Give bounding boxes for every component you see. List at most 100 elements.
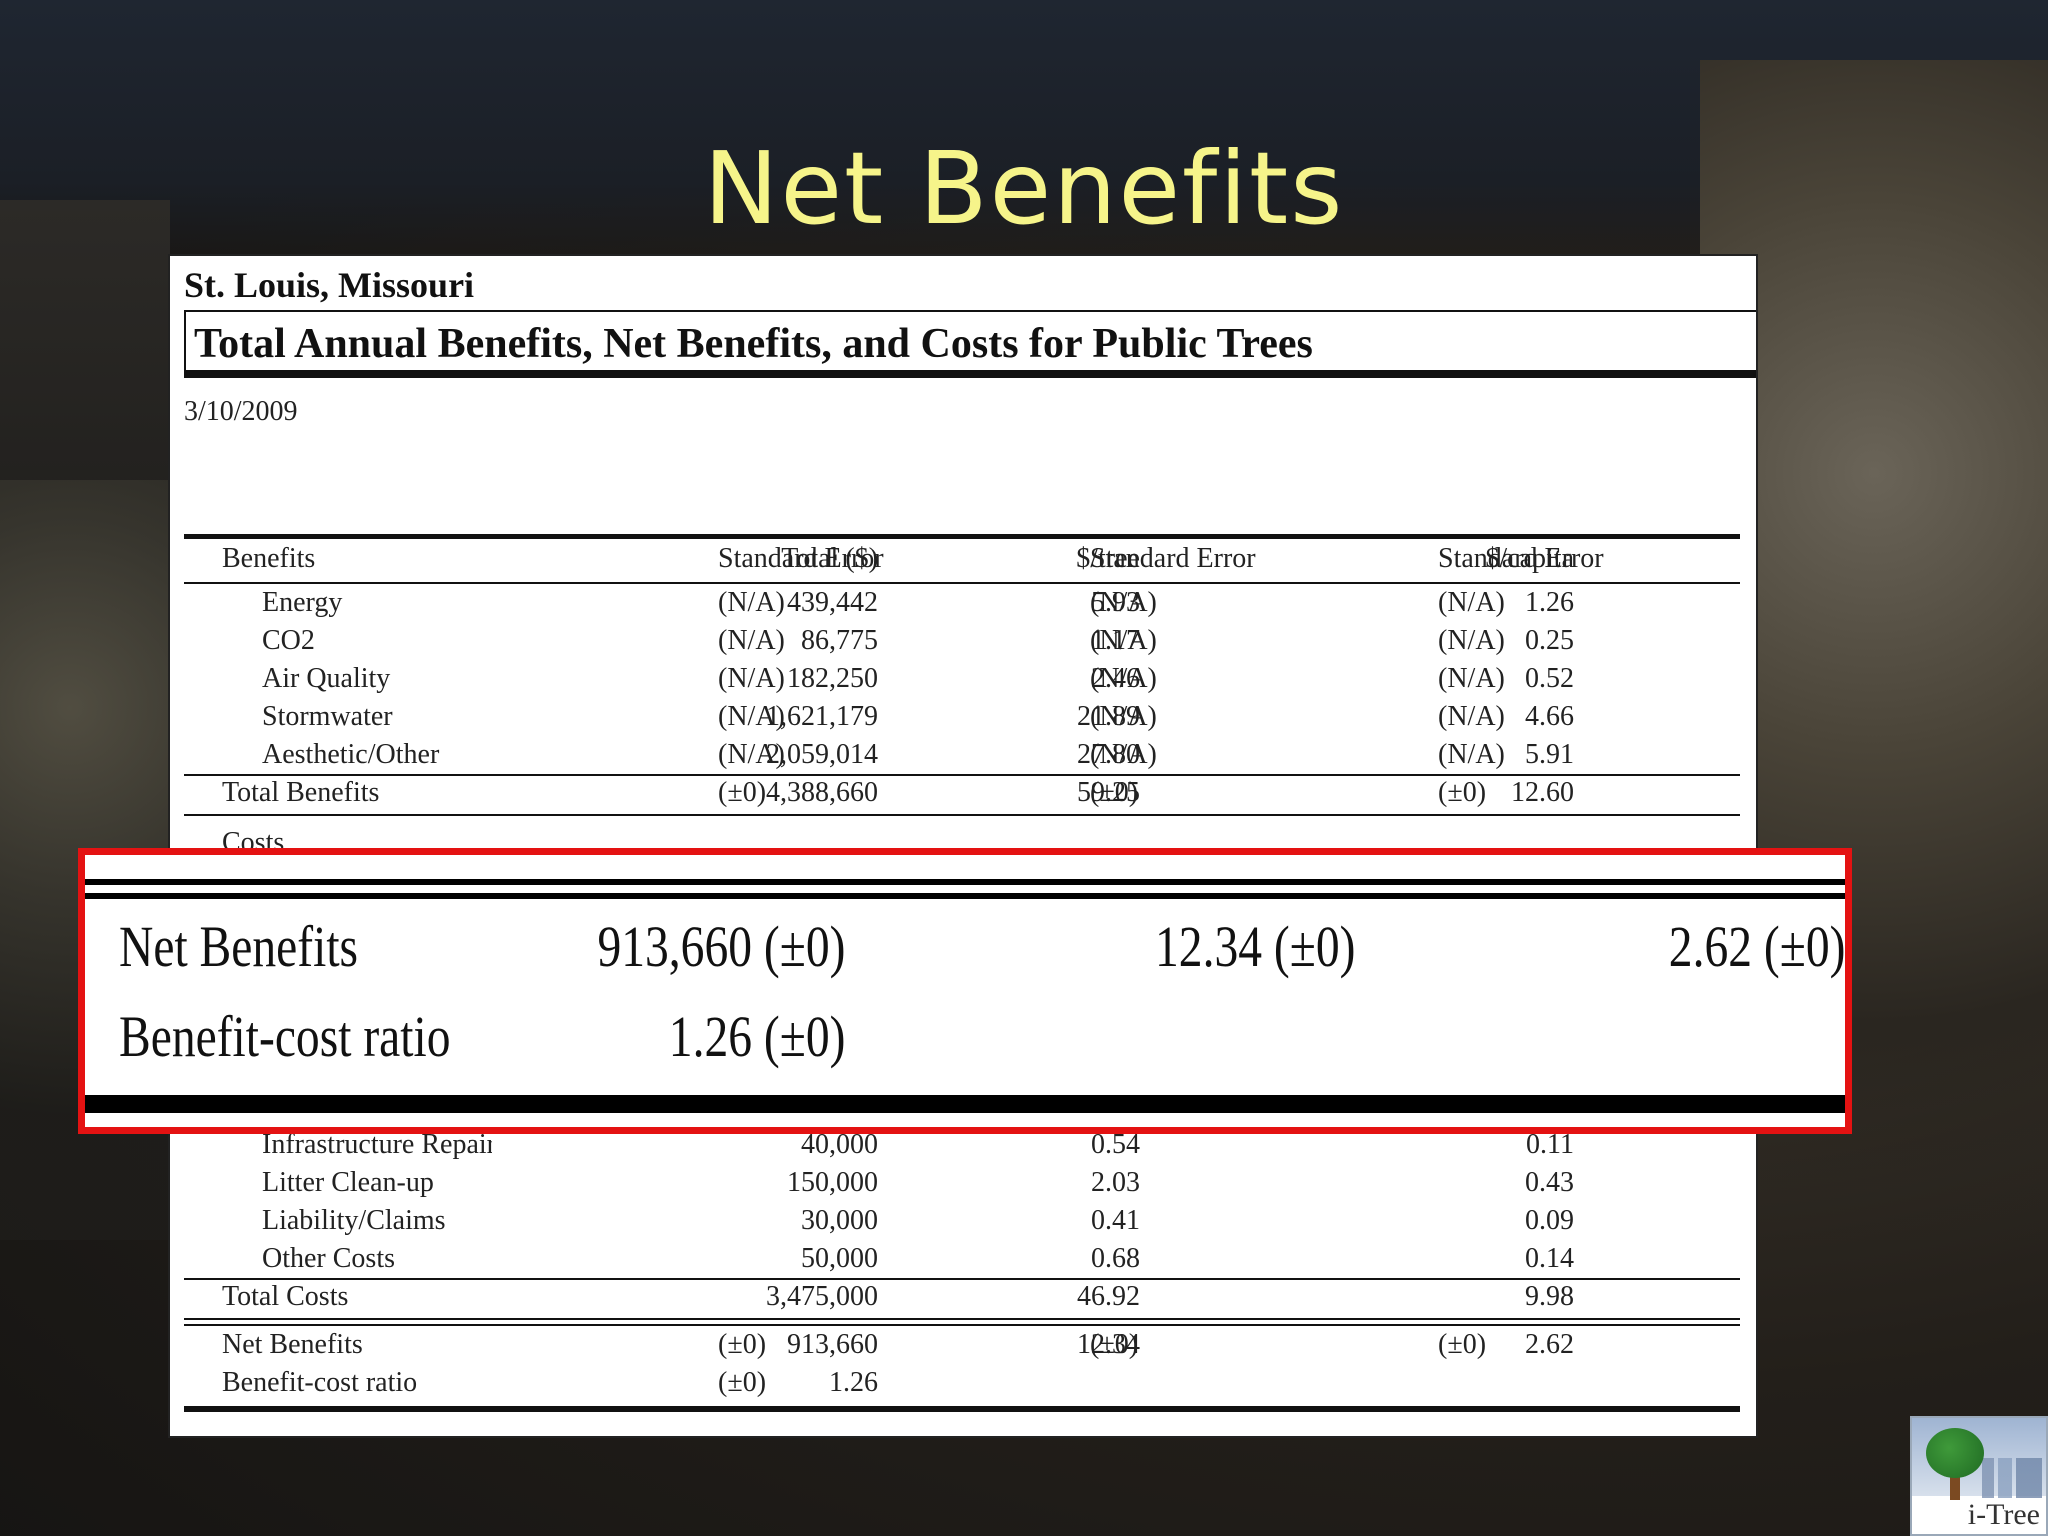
row-se3: (N/A)	[1438, 739, 1505, 770]
report-title: Total Annual Benefits, Net Benefits, and…	[194, 321, 1313, 367]
row-tree: 1.17	[1091, 625, 1140, 656]
zoom-net-tree: 12.34 (±0)	[1154, 914, 1355, 979]
row-se1: (±0)	[718, 777, 767, 808]
row-capita: 9.98	[1525, 1281, 1574, 1312]
tree-icon	[1926, 1428, 1984, 1478]
header-per-capita: $/capita	[1485, 543, 1574, 574]
zoom-net-capita: 2.62 (±0)	[1668, 914, 1845, 979]
row-se3: (±0)	[1438, 1329, 1487, 1360]
row-se1: (N/A)	[718, 701, 785, 732]
report-city: St. Louis, Missouri	[184, 265, 475, 305]
row-total: 182,250	[787, 663, 878, 694]
row-se2: (N/A)	[1090, 587, 1157, 618]
row-tree: 2.46	[1091, 663, 1140, 694]
row-label: Aesthetic/Other	[262, 739, 440, 770]
row-tree: 21.89	[1077, 701, 1140, 732]
row-total: 3,475,000	[766, 1281, 878, 1312]
logo-trunk	[1950, 1472, 1960, 1500]
row-total: 40,000	[801, 1129, 878, 1160]
total-costs-top-rule	[184, 1278, 1740, 1280]
row-label: CO2	[262, 625, 315, 656]
row-tree: 0.41	[1091, 1205, 1140, 1236]
zoom-net-total: 913,660 (±0)	[596, 914, 845, 979]
row-total: 913,660	[787, 1329, 878, 1360]
row-total: 2,059,014	[766, 739, 878, 770]
row-se2: (N/A)	[1090, 663, 1157, 694]
row-tree: 0.54	[1091, 1129, 1140, 1160]
row-total: 439,442	[787, 587, 878, 618]
header-per-tree: $/tree	[1076, 543, 1140, 574]
row-total: 1,621,179	[766, 701, 878, 732]
row-tree: 27.80	[1077, 739, 1140, 770]
row-se1: (N/A)	[718, 663, 785, 694]
row-se1: (±0)	[718, 1367, 767, 1398]
row-se1: (N/A)	[718, 625, 785, 656]
zoom-rule-top-1	[85, 879, 1845, 885]
row-total: 50,000	[801, 1243, 878, 1274]
row-tree: 2.03	[1091, 1167, 1140, 1198]
row-capita: 1.26	[1525, 587, 1574, 618]
header-total: Total ($)	[781, 543, 878, 574]
row-total: 86,775	[801, 625, 878, 656]
table-bottom-rule	[184, 1406, 1740, 1412]
row-capita: 2.62	[1525, 1329, 1574, 1360]
header-se2: Standard Error	[1090, 543, 1256, 574]
row-capita: 0.25	[1525, 625, 1574, 656]
row-capita: 0.11	[1526, 1129, 1574, 1160]
report-date: 3/10/2009	[184, 396, 298, 427]
net-top-rule-1	[184, 1318, 1740, 1320]
row-tree: 12.34	[1077, 1329, 1140, 1360]
report-panel: St. Louis, Missouri Total Annual Benefit…	[168, 254, 1758, 1438]
row-se2: (±0)	[1090, 777, 1139, 808]
row-tree: 46.92	[1077, 1281, 1140, 1312]
row-se3: (N/A)	[1438, 701, 1505, 732]
row-capita: 12.60	[1511, 777, 1574, 808]
row-label: Stormwater	[262, 701, 393, 732]
zoom-net-label: Net Benefits	[119, 914, 359, 979]
row-total: 150,000	[787, 1167, 878, 1198]
total-benefits-top-rule	[184, 774, 1740, 776]
logo-text: i-Tree	[1967, 1498, 2040, 1531]
row-se2: (N/A)	[1090, 701, 1157, 732]
zoom-rule-bottom	[85, 1095, 1845, 1113]
row-se3: (N/A)	[1438, 587, 1505, 618]
header-se3: Standard Error	[1438, 543, 1604, 574]
net-top-rule-2	[184, 1324, 1740, 1326]
slide-title: Net Benefits	[703, 130, 1345, 247]
row-se3: (±0)	[1438, 777, 1487, 808]
table-top-rule	[184, 534, 1740, 539]
zoom-callout: Net Benefits 913,660 (±0) 12.34 (±0) 2.6…	[78, 848, 1852, 1134]
row-total: 30,000	[801, 1205, 878, 1236]
row-label: Infrastructure Repair	[262, 1129, 492, 1160]
row-capita: 0.14	[1525, 1243, 1574, 1274]
row-se1: (N/A)	[718, 587, 785, 618]
itree-logo: i-Tree	[1910, 1416, 2048, 1536]
row-se2: (±0)	[1090, 1329, 1139, 1360]
header-se1: Standard Error	[718, 543, 884, 574]
row-se2: (N/A)	[1090, 625, 1157, 656]
row-label: Liability/Claims	[262, 1205, 446, 1236]
row-capita: 0.52	[1525, 663, 1574, 694]
row-label: Energy	[262, 587, 343, 618]
row-capita: 0.09	[1525, 1205, 1574, 1236]
row-label: Litter Clean-up	[262, 1167, 434, 1198]
row-label: Other Costs	[262, 1243, 395, 1274]
total-benefits-bottom-rule	[184, 814, 1740, 816]
row-se3: (N/A)	[1438, 625, 1505, 656]
logo-skyline	[1982, 1458, 2042, 1498]
row-total: 1.26	[829, 1367, 878, 1398]
row-se3: (N/A)	[1438, 663, 1505, 694]
header-bottom-rule	[184, 582, 1740, 584]
row-total: 4,388,660	[766, 777, 878, 808]
row-tree: 5.93	[1091, 587, 1140, 618]
zoom-bcr-value: 1.26 (±0)	[668, 1004, 845, 1069]
report-title-box: Total Annual Benefits, Net Benefits, and…	[184, 310, 1756, 378]
zoom-rule-top-2	[85, 893, 1845, 899]
row-label: Air Quality	[262, 663, 391, 694]
row-capita: 5.91	[1525, 739, 1574, 770]
row-capita: 0.43	[1525, 1167, 1574, 1198]
header-benefits: Benefits	[222, 543, 316, 574]
row-label: Total Costs	[222, 1281, 349, 1312]
row-se1: (±0)	[718, 1329, 767, 1360]
zoom-bcr-label: Benefit-cost ratio	[119, 1004, 451, 1069]
